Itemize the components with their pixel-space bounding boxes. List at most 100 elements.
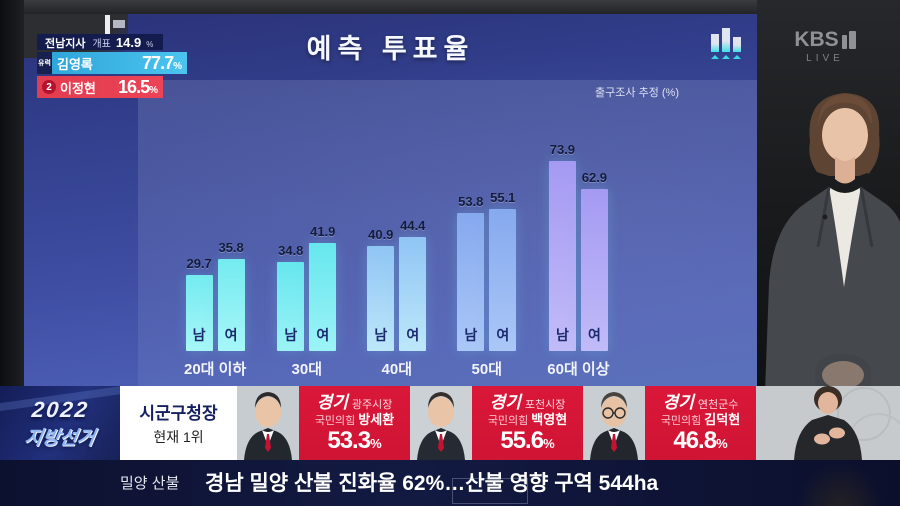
tv-bezel-left xyxy=(0,0,24,392)
leader-name: 김덕현 xyxy=(704,412,741,428)
sign-interpreter-figure xyxy=(794,386,900,460)
interpreter-silhouette xyxy=(795,460,885,506)
bar-value-label: 35.8 xyxy=(218,240,244,255)
kbs-logo: KBS LIVE xyxy=(783,28,867,64)
bar-여: 55.1 여 xyxy=(489,190,517,351)
bar-value-label: 41.9 xyxy=(310,224,336,239)
chart-group-bars: 34.8 남 41.9 여 xyxy=(277,224,337,351)
bar-gender-label: 여 xyxy=(406,327,420,343)
leaders-strip: 경기 광주시장 국민의힘 방세환 53.3% 경기 포천시장 국민의힘 백영현 55.6… xyxy=(237,386,756,460)
chart-group: 73.9 남 62.9 여 60대 이상 xyxy=(547,142,610,378)
bar-gender-label: 여 xyxy=(587,327,601,343)
leader-value: 53.3% xyxy=(327,427,382,455)
candidate-photo xyxy=(583,386,645,460)
chart-group: 34.8 남 41.9 여 30대 xyxy=(277,224,337,378)
candidate-value-percent: % xyxy=(173,60,182,72)
kbs-live-label: LIVE xyxy=(806,53,844,64)
bar-value-label: 34.8 xyxy=(278,243,304,258)
candidate-photo xyxy=(410,386,472,460)
studio-screen: 출구조사 추정 (%) 예측 투표율 전남지사 개표 14.9 % xyxy=(24,14,757,392)
scoreboard-count-value: 14.9 xyxy=(115,35,142,50)
chart-bars-icon-dot xyxy=(722,55,730,59)
race-box: 시군구청장 현재 1위 xyxy=(120,386,237,460)
leader-province: 경기 xyxy=(662,392,694,412)
flag-icon xyxy=(105,15,145,45)
category-label: 60대 이상 xyxy=(547,361,610,378)
leader-value: 46.8% xyxy=(673,427,728,455)
page-title: 예측 투표율 xyxy=(306,34,475,64)
bar-남: 53.8 남 xyxy=(457,194,485,351)
election-2022-logo: 2022 지방선거 xyxy=(0,386,120,460)
leader-value-number: 46.8 xyxy=(673,427,717,455)
chart-group: 40.9 남 44.4 여 40대 xyxy=(367,218,427,378)
leader-party: 국민의힘 xyxy=(487,415,529,428)
leader-info: 경기 연천군수 국민의힘 김덕현 46.8% xyxy=(645,386,756,460)
candidate-value: 16.5% xyxy=(118,77,158,98)
scoreboard-percent-sign: % xyxy=(146,40,154,49)
candidate-value: 77.7% xyxy=(142,53,182,74)
bar-gender-label: 여 xyxy=(316,327,330,343)
category-label: 20대 이하 xyxy=(184,361,247,378)
leader-office: 광주시장 xyxy=(351,398,393,411)
scoreboard-row-2: 2 이정현 16.5% xyxy=(37,76,163,98)
bar-여: 44.4 여 xyxy=(399,218,427,351)
bar-남: 40.9 남 xyxy=(367,227,395,351)
candidate-bar-leading: 김영록 77.7% xyxy=(52,52,187,74)
kbs-logo-text: KBS xyxy=(794,28,839,51)
chart-note: 출구조사 추정 (%) xyxy=(595,87,679,99)
chart-bars-icon xyxy=(708,26,744,60)
flag-box xyxy=(113,20,125,28)
category-label: 40대 xyxy=(381,361,413,378)
tv-bezel-top xyxy=(0,0,757,14)
bar-gender-label: 남 xyxy=(555,327,569,343)
bar-남: 29.7 남 xyxy=(185,256,213,351)
bar-여: 62.9 여 xyxy=(580,170,608,351)
bar-value-label: 53.8 xyxy=(458,194,484,209)
ticker-tag: 밀양 산불 xyxy=(120,475,180,492)
bar-value-label: 62.9 xyxy=(581,170,608,185)
bar-gender-label: 남 xyxy=(284,327,298,343)
candidate-photo xyxy=(237,386,299,460)
news-ticker: 밀양 산불 경남 밀양 산불 진화율 62%…산불 영향 구역 544ha xyxy=(0,460,900,506)
category-label: 50대 xyxy=(471,361,503,378)
candidate-value-number: 16.5 xyxy=(118,76,150,97)
rank-2-badge: 2 xyxy=(42,80,56,94)
ticker-text: 경남 밀양 산불 진화율 62%…산불 영향 구역 544ha xyxy=(205,472,659,495)
leader-province: 경기 xyxy=(489,392,521,412)
likely-badge: 유력 xyxy=(37,52,52,74)
chart-bars-icon-bar xyxy=(722,28,730,52)
sign-interpreter-panel xyxy=(756,386,900,460)
ticker-watermark-box xyxy=(452,478,528,504)
leader-value: 55.6% xyxy=(500,427,555,455)
bar-남: 73.9 남 xyxy=(548,142,576,351)
leader-info: 경기 포천시장 국민의힘 백영현 55.6% xyxy=(472,386,583,460)
bar-gender-label: 남 xyxy=(374,327,388,343)
scoreboard-region: 전남지사 xyxy=(45,38,86,50)
flag-pole xyxy=(105,15,110,41)
bar-value-label: 40.9 xyxy=(368,227,394,242)
candidate-value-number: 77.7 xyxy=(142,52,174,73)
leader-info: 경기 광주시장 국민의힘 방세환 53.3% xyxy=(299,386,410,460)
bar-value-label: 55.1 xyxy=(490,190,516,205)
scoreboard-count-label: 개표 xyxy=(92,39,111,50)
leader-name: 백영현 xyxy=(531,412,568,428)
chart-bars-icon-dot xyxy=(733,55,741,59)
lower-third: 2022 지방선거 시군구청장 현재 1위 경기 광주시장 국민의힘 방세환 53.… xyxy=(0,386,900,460)
kbs-logo-line: KBS xyxy=(783,28,867,52)
candidate-name: 이정현 xyxy=(60,80,96,96)
bar-gender-label: 여 xyxy=(496,327,510,343)
election-logo-name: 지방선거 xyxy=(22,427,97,449)
chart-group: 53.8 남 55.1 여 50대 xyxy=(457,190,517,378)
bar-남: 34.8 남 xyxy=(277,243,305,351)
election-logo-year: 2022 xyxy=(30,396,90,422)
leader-value-number: 53.3 xyxy=(327,427,371,455)
chart-bars-icon-bar xyxy=(733,37,741,52)
leader-office: 포천시장 xyxy=(524,398,566,411)
bar-gender-label: 남 xyxy=(192,327,206,343)
bar-여: 41.9 여 xyxy=(309,224,337,351)
chart-bars-icon-dot xyxy=(711,55,719,59)
leader-office: 연천군수 xyxy=(697,398,739,411)
race-title: 시군구청장 xyxy=(139,404,218,423)
chart-bars-icon-bar xyxy=(711,34,719,52)
